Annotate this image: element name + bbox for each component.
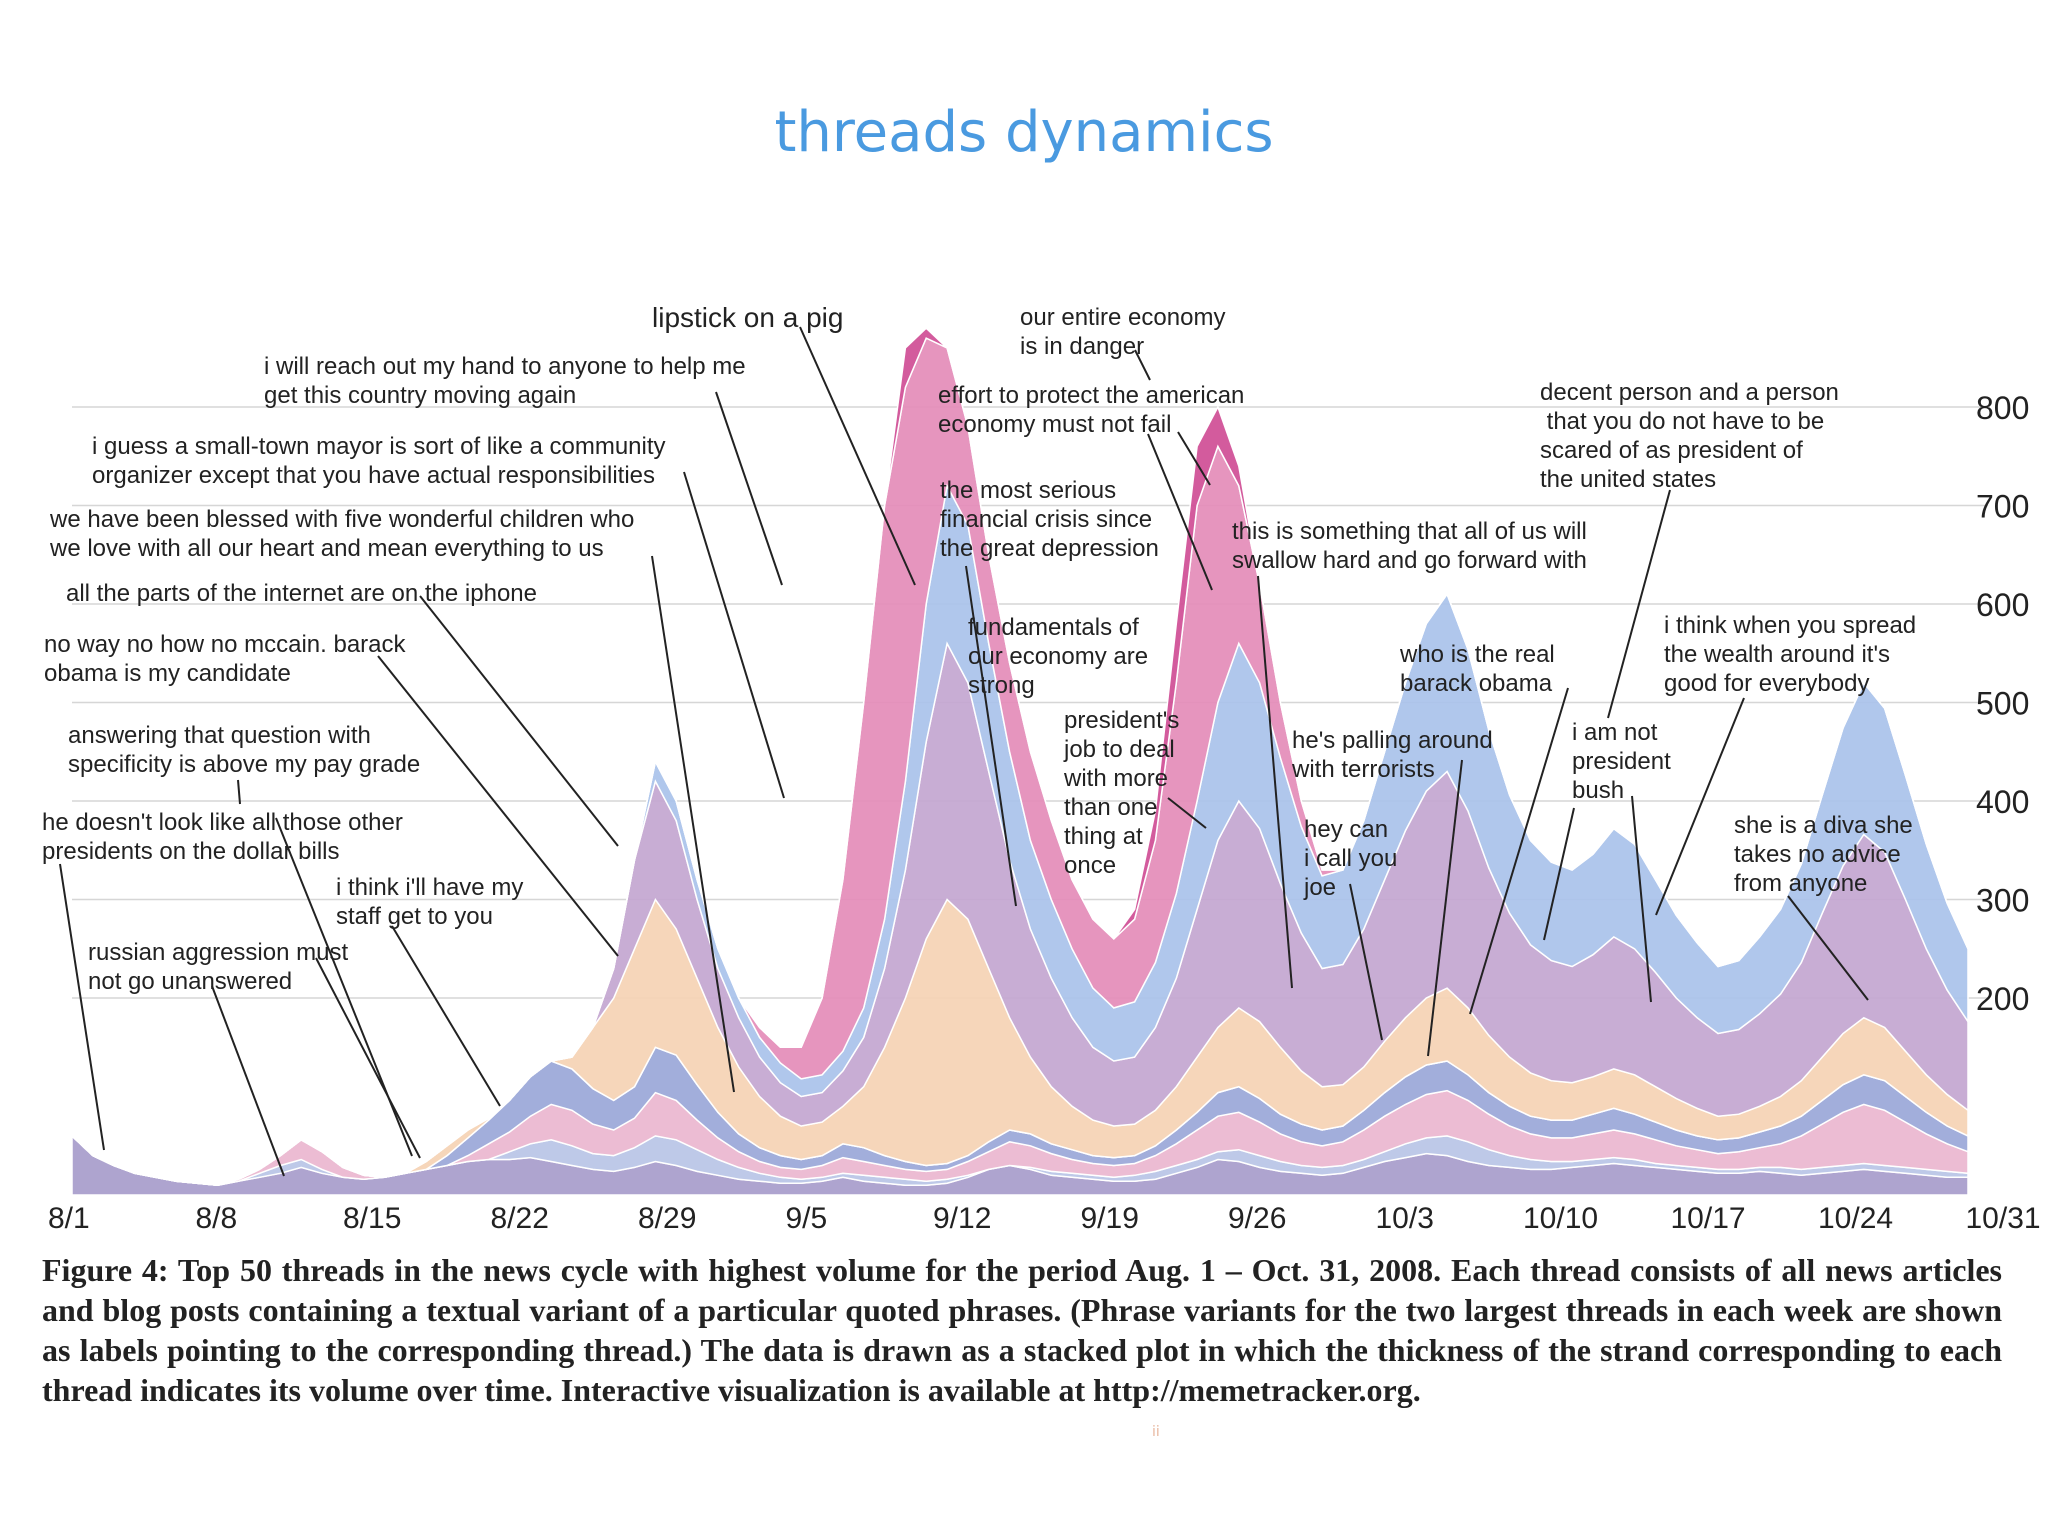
x-tick-label: 9/19 — [1081, 1202, 1139, 1235]
annotation-leader-line — [1631, 795, 1652, 1003]
annotation-leader-line — [1134, 349, 1151, 381]
x-tick-label: 9/12 — [933, 1202, 991, 1235]
thread-band-10 — [71, 327, 1969, 1186]
x-tick-label: 10/3 — [1376, 1202, 1434, 1235]
annotation-leader-line — [1177, 431, 1211, 486]
annotation-leader-line — [211, 985, 285, 1177]
annotation-leader-line — [391, 925, 501, 1107]
annotation-leader-line — [651, 555, 735, 1093]
annotation-leader-line — [237, 779, 241, 805]
annotation-leader-line — [59, 863, 105, 1151]
annotation-label: hey can i call you joe — [1303, 816, 1397, 901]
x-tick-label: 10/10 — [1523, 1202, 1598, 1235]
y-tick-label-500: 500 — [1976, 686, 2029, 722]
slide-title: threads dynamics — [774, 100, 1274, 165]
x-tick-label: 8/1 — [48, 1202, 90, 1235]
annotation-label: russian aggression must not go unanswered — [88, 939, 348, 995]
x-tick-label: 8/8 — [196, 1202, 238, 1235]
annotation-leader-line — [419, 595, 619, 847]
x-tick-label: 10/17 — [1671, 1202, 1746, 1235]
x-tick-label: 10/31 — [1966, 1202, 2041, 1235]
annotation-label: this is something that all of us will swa… — [1232, 518, 1587, 574]
annotation-leader-line — [315, 957, 421, 1159]
annotation-label: he's palling around with terrorists — [1291, 727, 1493, 783]
annotation-leader-line — [683, 471, 785, 799]
annotation-leader-line — [1427, 759, 1463, 1057]
annotation-label: our entire economy is in danger — [1020, 304, 1225, 360]
x-tick-label: 8/22 — [491, 1202, 549, 1235]
annotation-label: decent person and a person that you do n… — [1540, 379, 1839, 493]
annotation-label: i guess a small-town mayor is sort of li… — [92, 433, 666, 489]
figure-caption: Figure 4: Top 50 threads in the news cyc… — [42, 1252, 2002, 1408]
annotation-label: i think i'll have my staff get to you — [336, 874, 523, 930]
footer-mark: ii — [1152, 1424, 1160, 1440]
y-axis: 200 300 400 500 600 700 800 — [1976, 390, 2029, 1017]
y-tick-label-300: 300 — [1976, 883, 2029, 919]
annotation-leader-line — [965, 565, 1017, 907]
threads-stacked-chart: 200 300 400 500 600 700 800 8/1 8/8 8/15 8/22 8/29… — [42, 302, 2041, 1235]
annotation-leader-line — [799, 326, 916, 586]
y-tick-label-700: 700 — [1976, 489, 2029, 525]
y-tick-label-600: 600 — [1976, 587, 2029, 623]
annotation-label: all the parts of the internet are on the… — [66, 580, 537, 607]
annotation-leader-line — [715, 391, 783, 586]
annotation-label: i will reach out my hand to anyone to he… — [264, 353, 746, 409]
x-tick-label: 9/5 — [786, 1202, 828, 1235]
annotation-leader-line — [1147, 433, 1213, 591]
annotation-label: she is a diva she takes no advice from any… — [1734, 812, 1913, 897]
x-tick-label: 9/26 — [1228, 1202, 1286, 1235]
annotation-leader-line — [377, 655, 619, 957]
annotation-leader-line — [1607, 489, 1671, 719]
annotation-label: the most serious financial crisis since th… — [940, 477, 1159, 562]
annotation-leader-line — [1543, 807, 1575, 941]
y-tick-label-400: 400 — [1976, 784, 2029, 820]
annotation-label: i think when you spread the wealth around… — [1664, 612, 1916, 697]
y-tick-label-800: 800 — [1976, 390, 2029, 426]
annotation-label: i am not president bush — [1572, 719, 1671, 804]
stacked-areas — [71, 327, 1969, 1196]
annotation-label: no way no how no mccain. barack obama is … — [44, 631, 407, 687]
annotation-leader-line — [1257, 575, 1293, 989]
annotation-leader-line — [1167, 797, 1207, 829]
annotation-label: effort to protect the american economy mu… — [938, 382, 1244, 438]
annotation-leader-line — [1655, 697, 1745, 916]
annotation-label: lipstick on a pig — [652, 302, 843, 333]
annotation-label: we have been blessed with five wonderful… — [49, 506, 634, 562]
annotation-leader-line — [1787, 895, 1869, 1001]
x-tick-label: 8/15 — [343, 1202, 401, 1235]
annotation-leader-line — [1469, 687, 1569, 1015]
x-axis: 8/1 8/8 8/15 8/22 8/29 9/5 9/12 9/19 9/26 10/3 10/… — [48, 1202, 2041, 1235]
y-tick-label-200: 200 — [1976, 981, 2029, 1017]
phrase-annotations: lipstick on a pig our entire economy is in… — [42, 302, 1916, 1177]
annotation-label: who is the real barack obama — [1399, 641, 1555, 697]
annotation-label: he doesn't look like all those other pres… — [42, 809, 403, 865]
annotation-label: answering that question with specificity … — [68, 722, 420, 778]
annotation-label: president's job to deal with more than one t… — [1063, 707, 1179, 879]
annotation-label: fundamentals of our economy are strong — [968, 614, 1148, 699]
x-tick-label: 10/24 — [1818, 1202, 1893, 1235]
x-tick-label: 8/29 — [638, 1202, 696, 1235]
annotation-leader-line — [1349, 883, 1383, 1041]
